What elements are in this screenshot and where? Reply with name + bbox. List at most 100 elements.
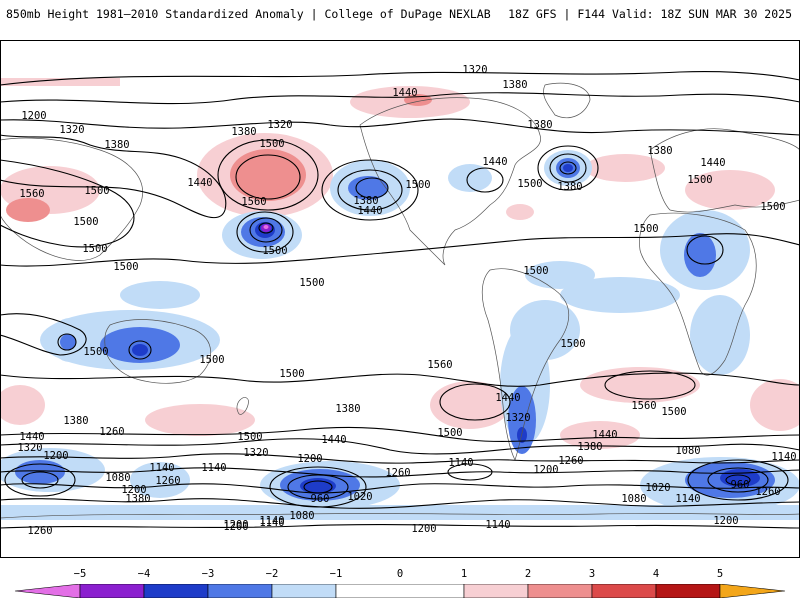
contour-label: 1200 [21, 110, 46, 122]
contour-label: 1440 [321, 434, 346, 446]
contour-high-satl [604, 370, 696, 400]
colorbar-segment-pos5 [719, 584, 786, 598]
positive-anomaly-2 [230, 149, 306, 201]
negative-anomaly-n-atlantic-low-3 [563, 164, 573, 172]
contour-low-mideast [686, 235, 724, 265]
africa-outline [639, 212, 757, 376]
contour-label: 1200 [411, 523, 436, 535]
negative-anomaly-gulf-alaska-2 [348, 176, 388, 200]
contour-label: 1500 [405, 179, 430, 191]
contour-low-pac-2 [249, 217, 283, 243]
colorbar-tick: 2 [524, 568, 532, 580]
positive-anomaly-arctic [0, 78, 120, 86]
greenland-outline [543, 82, 591, 119]
colorbar-segment-neg5 [14, 584, 81, 598]
colorbar-segment-neg2 [207, 584, 273, 598]
contour-label: 1140 [259, 515, 284, 527]
contour-label: 1200 [223, 519, 248, 531]
contour-label: 1140 [448, 457, 473, 469]
contour-label: 1440 [700, 157, 725, 169]
contour-low-spac-1 [269, 466, 367, 508]
contour-label: 1440 [495, 392, 520, 404]
contour-label: 1200 [297, 453, 322, 465]
contour-labels: 1320 1380 1440 1200 1320 1380 1320 1380 … [17, 64, 796, 537]
colorbar-segment-pos2 [527, 584, 593, 598]
colorbar-tick: 0 [396, 568, 404, 580]
contour-label: 1260 [99, 426, 124, 438]
height-contours [0, 71, 800, 529]
contour-label: 1260 [27, 525, 52, 537]
negative-anomaly-indian-ocean-2 [60, 334, 76, 350]
contour-label: 1140 [485, 519, 510, 531]
contour-low-sind-1 [687, 459, 789, 501]
contour-label: 1320 [59, 124, 84, 136]
contour-low-glakes [466, 167, 504, 193]
contour-1500-asia [0, 134, 227, 219]
contour-label: 1500 [237, 431, 262, 443]
contour-low-sw-2 [21, 471, 59, 489]
contour-label: 1380 [527, 119, 552, 131]
contour-1260-south [0, 467, 800, 478]
contour-antarctic [0, 524, 800, 529]
negative-anomaly-australia-3 [132, 344, 148, 356]
positive-anomaly-europe-w-core [6, 198, 50, 222]
negative-anomaly-pacific-low-5 [263, 225, 269, 229]
contour-low-gaa-3 [355, 177, 389, 199]
contour-label: 1380 [577, 441, 602, 453]
contour-label: 1500 [517, 178, 542, 190]
colorbar-tick: −2 [265, 568, 279, 580]
contour-label: 1080 [105, 472, 130, 484]
coastlines [0, 82, 800, 519]
contour-label: 1500 [437, 427, 462, 439]
positive-anomaly-atlantic [585, 154, 665, 182]
negative-anomaly-africa-e [690, 295, 750, 375]
contour-high-npac-1 [217, 139, 319, 211]
contour-low-gaa-2 [337, 169, 403, 211]
europe-outline [649, 128, 800, 213]
contour-label: 1020 [347, 491, 372, 503]
south-america-outline [481, 268, 570, 461]
contour-1320-south [0, 453, 800, 464]
contour-1200-south [0, 483, 800, 494]
positive-anomaly-s-atlantic [580, 367, 700, 403]
anomaly-shading [0, 78, 800, 520]
negative-anomaly-antarctic-band [0, 505, 800, 520]
colorbar-tick: −4 [137, 568, 151, 580]
contour-label: 1500 [560, 338, 585, 350]
positive-anomaly-s-pacific-w [145, 404, 255, 436]
contour-low-pac-3 [258, 222, 274, 234]
contour-label: 1500 [84, 185, 109, 197]
contour-label: 1500 [633, 223, 658, 235]
contour-low-gaa-1 [321, 159, 419, 221]
colorbar-segment-neg3 [143, 584, 209, 598]
contour-label: 1380 [557, 181, 582, 193]
contour-label: 1200 [223, 521, 248, 533]
contour-label: 1140 [259, 517, 284, 529]
contour-label: 1140 [201, 462, 226, 474]
contour-1440-north [0, 118, 800, 136]
map-panel: 1320 1380 1440 1200 1320 1380 1320 1380 … [0, 40, 800, 558]
contour-label: 1380 [125, 493, 150, 505]
contour-label: 1320 [267, 119, 292, 131]
contour-label: 1320 [243, 447, 268, 459]
contour-label: 1440 [392, 87, 417, 99]
contour-label: 1140 [675, 493, 700, 505]
contour-high-spac [439, 383, 511, 421]
contour-label: 1320 [505, 412, 530, 424]
colorbar-tick: 4 [652, 568, 660, 580]
contour-label: 1440 [482, 156, 507, 168]
contour-label: 1380 [647, 145, 672, 157]
contour-low-natl-3 [559, 161, 577, 175]
contour-label: 1260 [558, 455, 583, 467]
negative-anomaly-brazil [510, 300, 580, 360]
negative-anomaly-s-pacific-low-3 [300, 478, 336, 494]
contour-label: 1440 [19, 431, 44, 443]
contour-label: 1020 [645, 482, 670, 494]
contour-label: 1500 [661, 406, 686, 418]
contour-label: 1500 [687, 174, 712, 186]
map-header: 850mb Height 1981–2010 Standardized Anom… [0, 0, 800, 30]
contour-label: 1560 [241, 196, 266, 208]
contour-low-spac-2 [287, 474, 349, 500]
contour-1500-asia-2 [0, 159, 135, 248]
negative-anomaly-atlantic-tropical [560, 277, 680, 313]
